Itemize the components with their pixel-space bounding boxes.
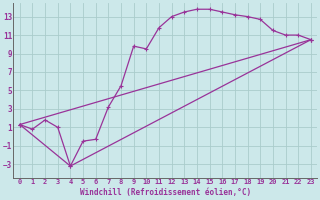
X-axis label: Windchill (Refroidissement éolien,°C): Windchill (Refroidissement éolien,°C) [80,188,251,197]
